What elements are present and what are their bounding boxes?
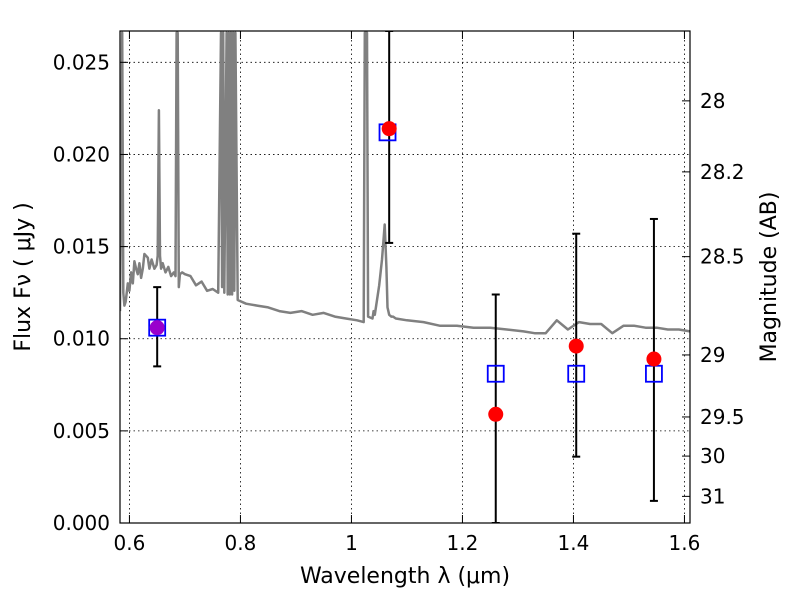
observed-photometry-point	[488, 406, 504, 422]
model-photometry-square	[486, 364, 505, 383]
x-tick-label: 0.6	[114, 531, 146, 555]
y-tick-label: 0.015	[53, 235, 110, 259]
y-tick-label: 0.020	[53, 142, 110, 166]
magnitude-tick-label: 29	[700, 343, 725, 367]
x-tick-labels: 0.6 0.8 1 1.2 1.4 1.6	[114, 531, 701, 555]
magnitude-tick-label: 28	[700, 89, 725, 113]
observed-photometry-point	[568, 338, 584, 354]
magnitude-tick-label: 28.2	[700, 160, 745, 184]
observed-photometry-point	[646, 351, 662, 367]
model-photometry-square	[567, 364, 586, 383]
plot-frame	[119, 30, 691, 524]
grid-lines	[120, 31, 690, 523]
x-tick-label: 1.2	[447, 531, 479, 555]
spectrum-line	[120, 31, 690, 335]
x-tick-label: 1	[345, 531, 358, 555]
y-tick-label: 0.025	[53, 50, 110, 74]
y-tick-label: 0.000	[53, 511, 110, 535]
tick-marks	[120, 31, 690, 524]
y-tick-labels: 0.000 0.005 0.010 0.015 0.020 0.025	[53, 50, 110, 535]
magnitude-tick-label: 29.5	[700, 405, 745, 429]
x-tick-label: 1.4	[558, 531, 590, 555]
magnitude-tick-labels: 28 28.2 28.5 29 29.5 30 31	[700, 89, 745, 509]
observed-photometry-point	[149, 320, 165, 336]
observed-photometry-point	[381, 121, 397, 137]
model-photometry-square	[148, 318, 167, 337]
x-tick-label: 0.8	[225, 531, 257, 555]
y-axis-label: Flux Fν ( μJy )	[11, 202, 36, 351]
magnitude-tick-label: 31	[700, 484, 725, 508]
y2-axis-label: Magnitude (AB)	[757, 192, 782, 363]
x-tick-label: 1.6	[669, 531, 701, 555]
spectrum-layer	[120, 31, 690, 335]
magnitude-tick-label: 28.5	[700, 245, 745, 269]
observed-photometry-layer	[149, 121, 662, 422]
y-tick-label: 0.005	[53, 419, 110, 443]
magnitude-tick-label: 30	[700, 444, 725, 468]
y-tick-label: 0.010	[53, 327, 110, 351]
x-axis-label: Wavelength λ (μm)	[300, 564, 510, 589]
